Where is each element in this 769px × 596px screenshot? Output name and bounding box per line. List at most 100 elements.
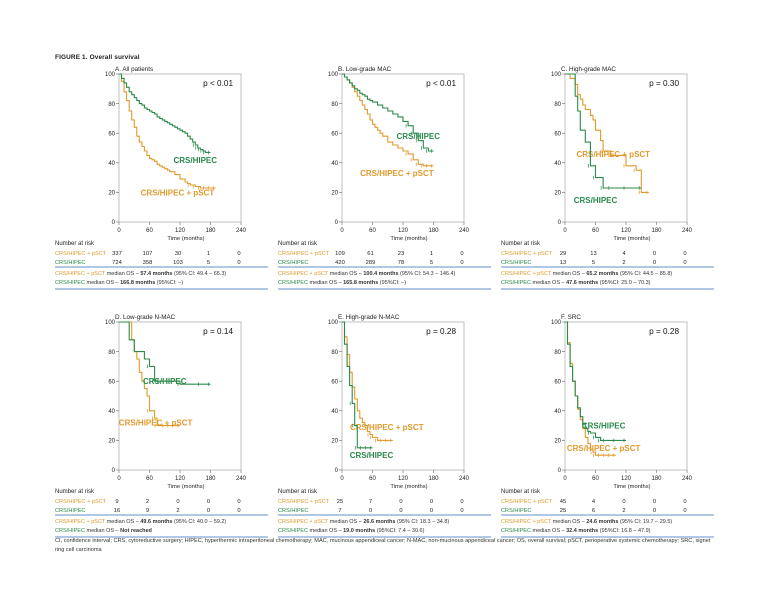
p-value: p = 0.30 (649, 79, 679, 88)
at-risk-count: 25 (337, 499, 343, 505)
at-risk-count: 16 (114, 508, 120, 514)
median-os-ci: (95%CI: 7.4 – 30.6) (375, 528, 424, 534)
at-risk-count: 78 (398, 260, 404, 266)
at-risk-count: 9 (146, 508, 149, 514)
at-risk-count: 103 (173, 260, 183, 266)
median-os-group: CRS/HIPEC (55, 280, 85, 286)
at-risk-count: 5 (430, 260, 433, 266)
panel-e: E. High-grade N-MAC 0 20 40 60 80 100 0 60 120 180… (278, 314, 491, 538)
median-os-line: CRS/HIPEC + pSCT median OS – 100.4 month… (278, 271, 456, 277)
at-risk-count: 0 (176, 499, 179, 505)
median-os-line: CRS/HIPEC + pSCT median OS – 65.2 months… (501, 271, 672, 277)
median-os-prefix: median OS – (531, 280, 566, 286)
median-os-value: Not reached (120, 528, 152, 534)
median-os-line: CRS/HIPEC median OS – 47.6 months (95%CI… (501, 280, 651, 286)
at-risk-count: 2 (622, 508, 625, 514)
median-os-value: 24.6 months (586, 519, 618, 525)
p-value: p = 0.28 (426, 327, 456, 336)
at-risk-count: 45 (560, 499, 566, 505)
x-axis-label: Time (months) (613, 484, 650, 490)
x-tick-label: 180 (651, 228, 662, 234)
y-tick-label: 20 (331, 191, 338, 197)
series-label: CRS/HIPEC (143, 377, 187, 386)
at-risk-row-label: CRS/HIPEC (55, 260, 85, 266)
figure-footnote: CI, confidence interval; CRS, cytoreduct… (55, 538, 711, 553)
at-risk-count: 724 (112, 260, 122, 266)
at-risk-count: 61 (367, 251, 373, 257)
at-risk-count: 0 (460, 499, 463, 505)
median-os-value: 49.6 months (140, 519, 172, 525)
km-curve-hipec (565, 73, 642, 189)
km-curve-pscthipec (119, 73, 216, 189)
y-tick-label: 40 (108, 409, 115, 415)
at-risk-heading: Number at risk (278, 241, 318, 247)
at-risk-row-label: CRS/HIPEC + pSCT (501, 499, 553, 505)
at-risk-heading: Number at risk (55, 241, 95, 247)
km-curve-pscthipec (565, 321, 616, 456)
y-tick-label: 20 (554, 191, 561, 197)
at-risk-heading: Number at risk (501, 241, 541, 247)
x-tick-label: 120 (621, 476, 632, 482)
at-risk-count: 0 (369, 508, 372, 514)
y-tick-label: 60 (108, 131, 115, 137)
y-tick-label: 60 (331, 379, 338, 385)
at-risk-row-label: CRS/HIPEC (55, 508, 85, 514)
median-os-line: CRS/HIPEC + pSCT median OS – 49.6 months… (55, 519, 226, 525)
at-risk-count: 2 (176, 508, 179, 514)
x-tick-label: 0 (117, 228, 121, 234)
x-tick-label: 120 (175, 476, 186, 482)
panel-title: E. High-grade N-MAC (338, 314, 400, 321)
series-label: CRS/HIPEC + pSCT (567, 444, 641, 453)
y-tick-label: 80 (554, 350, 561, 356)
median-os-group: CRS/HIPEC + pSCT (278, 519, 329, 525)
x-tick-label: 60 (146, 228, 153, 234)
x-tick-label: 120 (398, 228, 409, 234)
y-tick-label: 100 (105, 72, 116, 78)
median-os-value: 57.4 months (140, 271, 172, 277)
y-tick-label: 20 (331, 439, 338, 445)
median-os-ci: (95% CI: 49.4 – 65.3) (172, 271, 226, 277)
at-risk-count: 0 (207, 499, 210, 505)
y-tick-label: 0 (112, 220, 116, 226)
y-tick-label: 20 (108, 191, 115, 197)
median-os-prefix: median OS – (551, 271, 586, 277)
y-tick-label: 80 (331, 350, 338, 356)
x-tick-label: 180 (428, 228, 439, 234)
x-tick-label: 60 (146, 476, 153, 482)
median-os-line: CRS/HIPEC + pSCT median OS – 26.6 months… (278, 519, 449, 525)
y-tick-label: 20 (108, 439, 115, 445)
y-tick-label: 0 (335, 468, 339, 474)
x-tick-label: 240 (236, 228, 247, 234)
median-os-group: CRS/HIPEC (501, 280, 531, 286)
x-tick-label: 60 (369, 228, 376, 234)
median-os-ci: (95% CI: 18.3 – 34.8) (395, 519, 449, 525)
at-risk-row-label: CRS/HIPEC + pSCT (55, 251, 107, 257)
y-tick-label: 60 (554, 379, 561, 385)
median-os-prefix: median OS – (328, 519, 363, 525)
km-curve-pscthipec (342, 73, 434, 167)
km-curve-hipec (119, 321, 211, 385)
median-os-group: CRS/HIPEC (278, 528, 308, 534)
plot-frame (118, 321, 242, 471)
y-tick-label: 100 (105, 320, 116, 326)
at-risk-count: 0 (237, 251, 240, 257)
x-axis-label: Time (months) (167, 484, 204, 490)
x-tick-label: 240 (682, 228, 693, 234)
median-os-ci: (95% CI: 19.7 – 29.5) (618, 519, 672, 525)
median-os-group: CRS/HIPEC + pSCT (501, 519, 552, 525)
at-risk-row-label: CRS/HIPEC + pSCT (501, 251, 553, 257)
x-tick-label: 240 (459, 228, 470, 234)
at-risk-count: 107 (143, 251, 153, 257)
y-tick-label: 60 (331, 131, 338, 137)
at-risk-heading: Number at risk (501, 489, 541, 495)
at-risk-count: 25 (560, 508, 566, 514)
x-tick-label: 180 (651, 476, 662, 482)
at-risk-count: 5 (207, 260, 210, 266)
panel-title: A. All patients (115, 66, 153, 73)
y-tick-label: 0 (335, 220, 339, 226)
p-value: p < 0.01 (203, 79, 233, 88)
y-tick-label: 40 (331, 409, 338, 415)
